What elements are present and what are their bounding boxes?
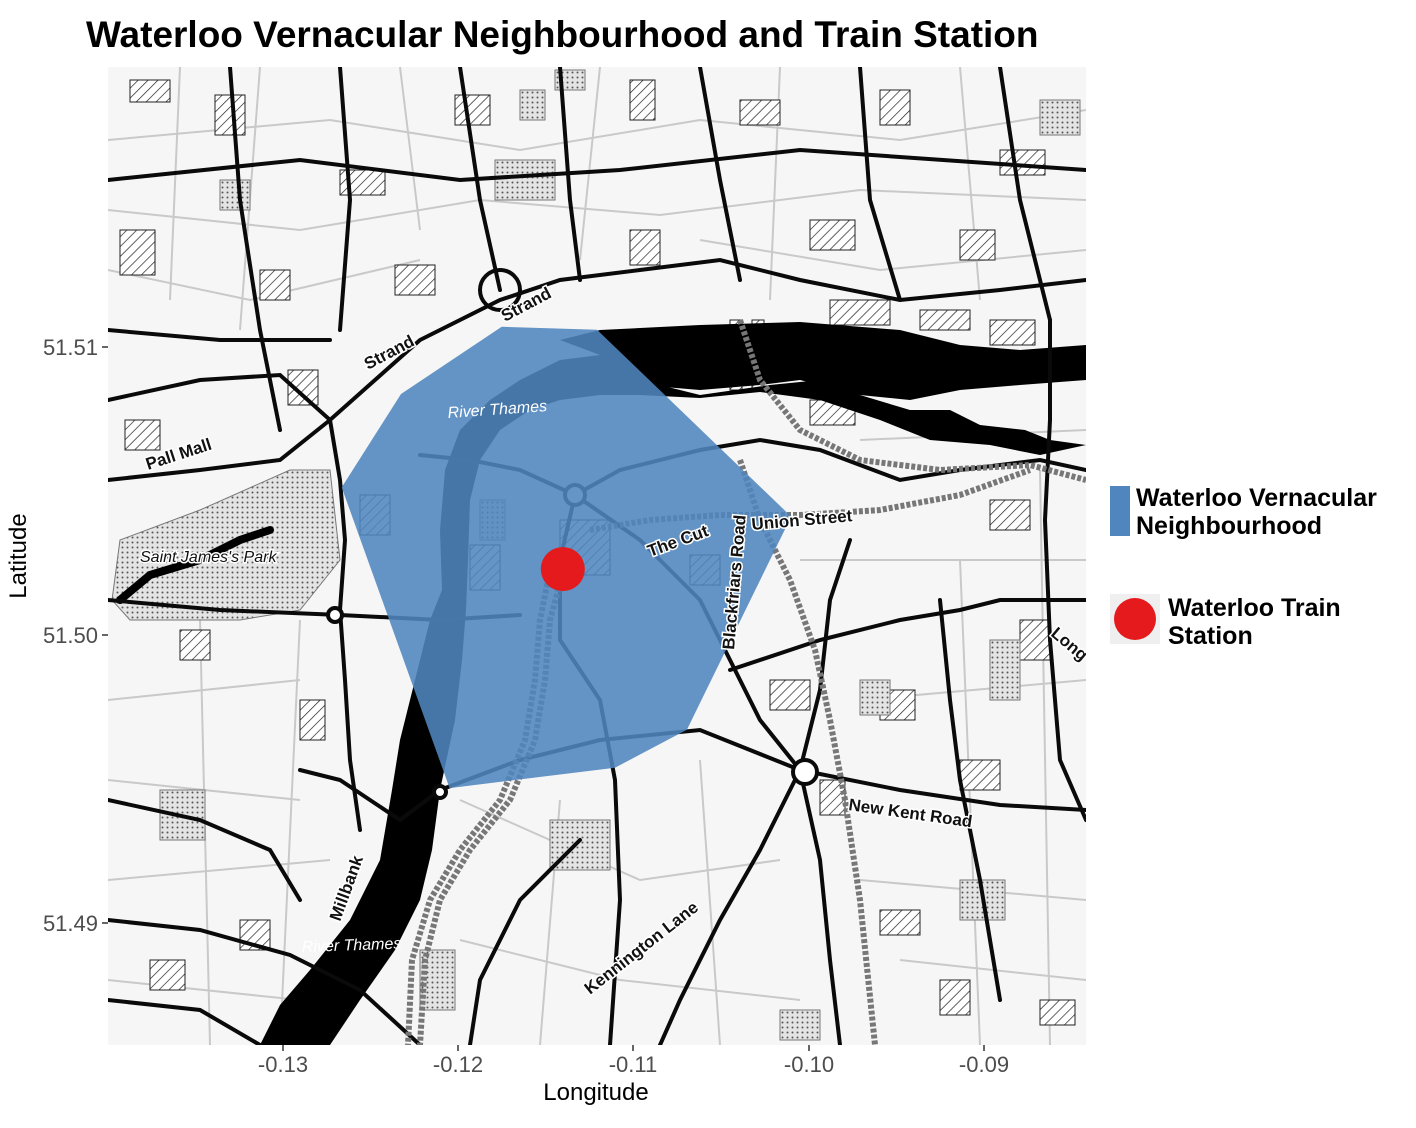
- legend-label-station-line1: Waterloo Train: [1168, 594, 1341, 622]
- y-tick-label: 51.50: [43, 623, 98, 648]
- y-tick-label: 51.51: [43, 335, 98, 360]
- water-label-river-thames-north: River Thames: [447, 398, 548, 422]
- park-label-saint-james: Saint James's Park: [140, 549, 277, 566]
- x-tick-label: -0.09: [959, 1052, 1009, 1077]
- legend-key-neighbourhood: [1110, 486, 1130, 536]
- x-tick-label: -0.11: [609, 1052, 658, 1077]
- basemap: Strand Strand Pall Mall River Thames Riv…: [108, 67, 1086, 1045]
- x-axis: -0.13 -0.12 -0.11 -0.10 -0.09 Longitude: [258, 1045, 1009, 1106]
- x-tick-label: -0.10: [784, 1052, 834, 1077]
- station-point: [540, 547, 585, 592]
- legend-key-station: [1110, 594, 1160, 644]
- y-axis: 51.51 51.50 51.49 Latitude: [5, 335, 108, 936]
- x-tick-label: -0.12: [433, 1052, 483, 1077]
- legend-label-station: Waterloo Train Station: [1168, 594, 1341, 650]
- st-james-lake: [116, 526, 274, 604]
- legend-label-neighbourhood-line2: Neighbourhood: [1136, 512, 1323, 540]
- x-axis-title: Longitude: [543, 1079, 648, 1106]
- x-tick-label: -0.13: [258, 1052, 308, 1077]
- minor-streets: [108, 67, 1086, 1045]
- water-label-river-thames-south: River Thames: [302, 936, 402, 956]
- legend-label-neighbourhood-line1: Waterloo Vernacular: [1136, 484, 1377, 512]
- chart-title: Waterloo Vernacular Neighbourhood and Tr…: [86, 14, 1039, 55]
- y-tick-label: 51.49: [43, 911, 98, 936]
- legend: Waterloo Vernacular Neighbourhood Waterl…: [1108, 484, 1408, 654]
- railways: [405, 319, 1086, 1045]
- legend-label-station-line2: Station: [1168, 622, 1253, 650]
- river-thames-north-band: [560, 322, 1086, 400]
- y-axis-title: Latitude: [5, 513, 32, 598]
- legend-label-neighbourhood: Waterloo Vernacular Neighbourhood: [1136, 484, 1377, 540]
